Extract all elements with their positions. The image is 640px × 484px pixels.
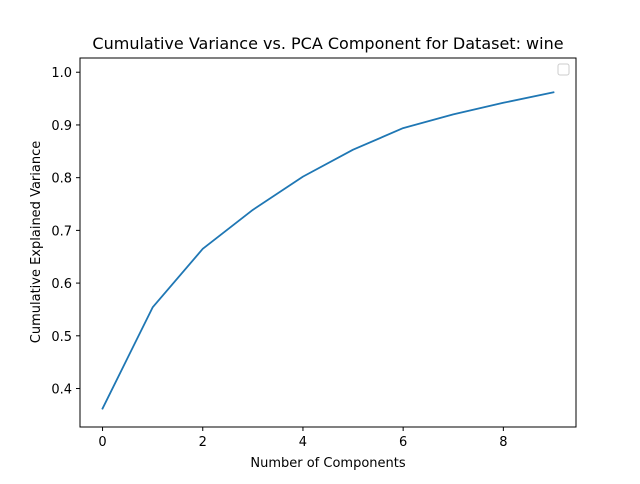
x-tick-label: 6: [399, 435, 407, 450]
x-tick-label: 8: [499, 435, 507, 450]
series-line: [101, 91, 555, 410]
y-tick-label: 0.6: [51, 277, 72, 292]
y-tick-label: 0.9: [51, 119, 72, 134]
y-tick-label: 1.0: [51, 66, 72, 81]
y-tick-label: 0.5: [51, 330, 72, 345]
y-axis-label: Cumulative Explained Variance: [29, 141, 44, 343]
y-tick-label: 0.7: [51, 224, 72, 239]
plot-area: [79, 57, 577, 428]
x-axis: 0 2 4 6 8: [98, 427, 507, 450]
y-axis: 0.4 0.5 0.6 0.7 0.8 0.9 1.0: [51, 66, 80, 398]
y-tick-label: 0.8: [51, 172, 72, 187]
x-axis-label: Number of Components: [250, 456, 405, 471]
x-tick-label: 0: [98, 435, 106, 450]
chart-title: Cumulative Variance vs. PCA Component fo…: [92, 34, 563, 53]
legend-box: [557, 63, 570, 76]
x-tick-label: 2: [199, 435, 207, 450]
y-tick-label: 0.4: [51, 383, 72, 398]
series-layer: [101, 91, 555, 410]
x-tick-label: 4: [299, 435, 307, 450]
